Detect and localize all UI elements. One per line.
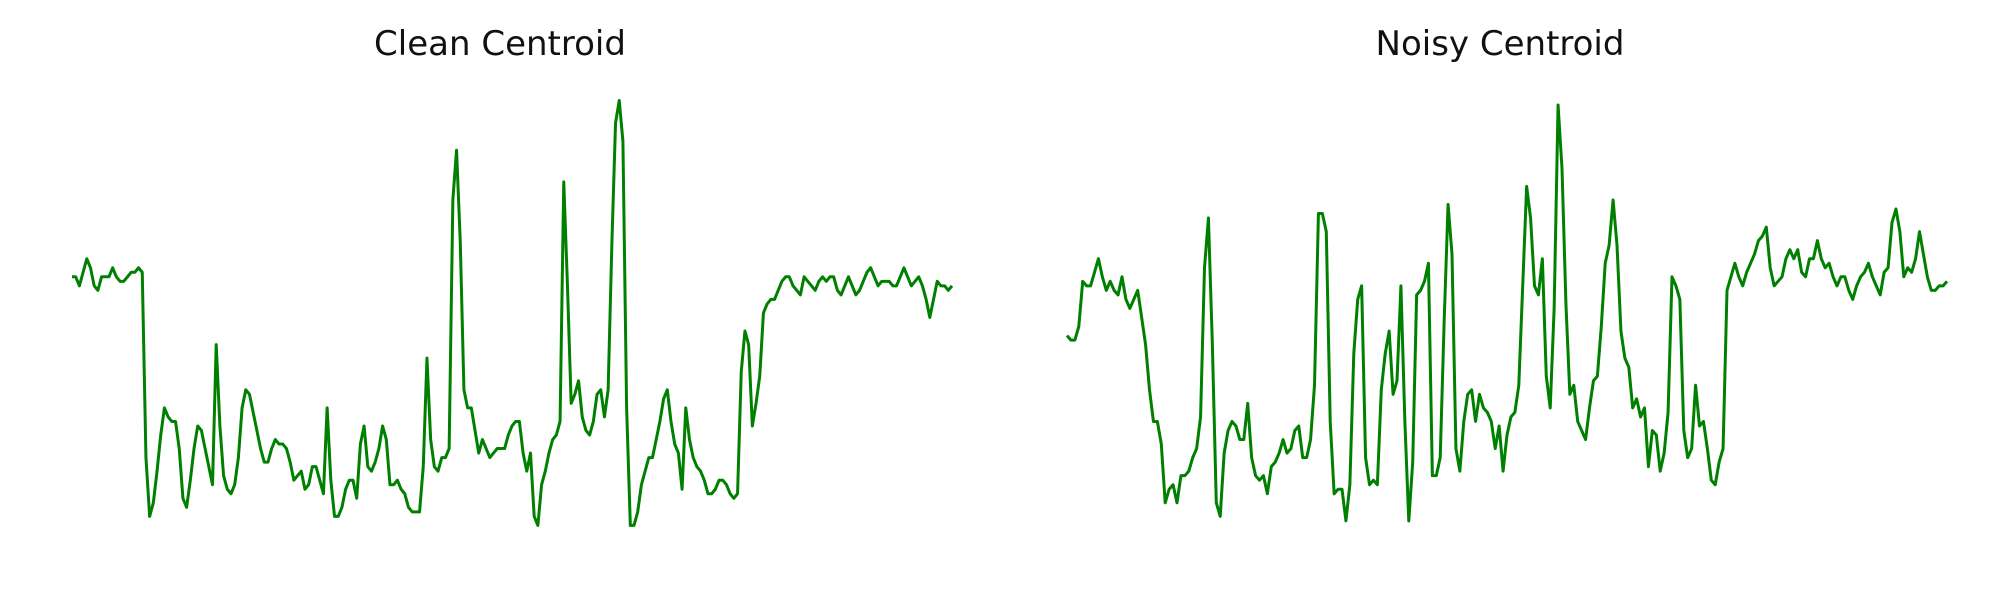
noisy-centroid-title: Noisy Centroid [1375, 24, 1625, 64]
clean-centroid-panel: Clean Centroid [72, 24, 954, 527]
noisy-centroid-panel: Noisy Centroid [1000, 0, 2000, 600]
series-line [1065, 103, 1949, 523]
clean-centroid-title: Clean Centroid [374, 24, 626, 64]
clean-centroid-plot [72, 99, 954, 527]
series-line [72, 99, 954, 527]
noisy-centroid-plot [1065, 103, 1949, 523]
